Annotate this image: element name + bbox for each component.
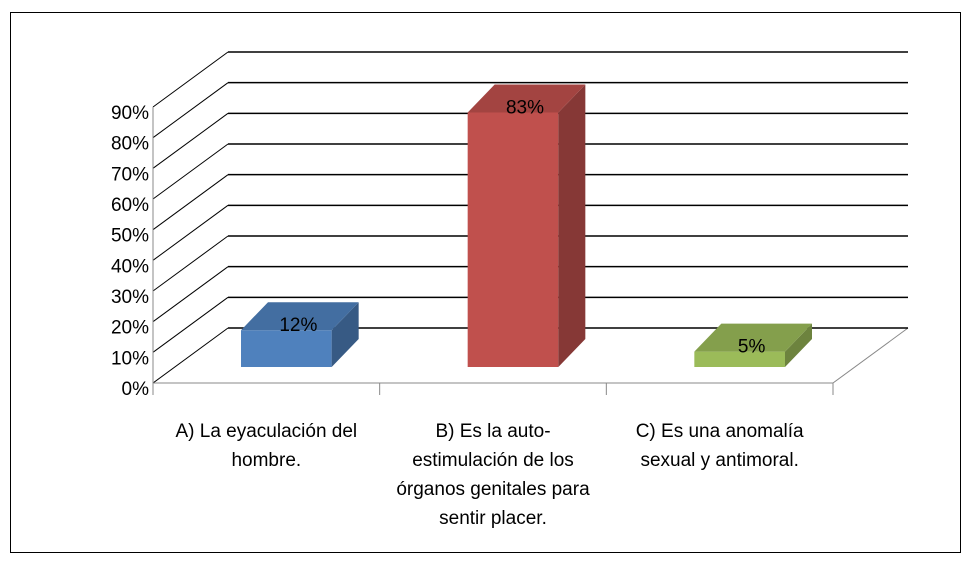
grid-line [152,82,229,139]
bar-front [694,351,785,367]
bar-front [241,330,332,367]
floor-right-edge [832,327,909,384]
grid-line [152,266,229,323]
y-tick-label: 30% [111,287,149,308]
y-tick-label: 20% [111,318,149,339]
data-label: 5% [738,337,766,358]
x-tick-label: A) La eyaculación del hombre. [175,421,358,471]
grid-line [152,174,229,231]
bar-top [694,323,812,352]
y-tick-label: 50% [111,226,149,247]
grid-line [152,327,229,384]
y-tick-label: 80% [111,134,149,155]
y-tick-label: 60% [111,195,149,216]
grid-line [152,235,229,292]
bar-top [241,302,359,331]
bar-top [467,84,586,113]
bar-front [467,112,559,367]
x-tick-label: C) Es una anomalía sexual y antimoral. [635,421,804,471]
bar-side [331,302,359,367]
data-label: 12% [279,315,317,336]
data-label: 83% [506,97,544,118]
grid-line [152,112,229,169]
grid-line [152,143,229,200]
bar-side [558,84,586,367]
y-tick-label: 70% [111,164,149,185]
y-tick-label: 90% [111,103,149,124]
grid-line [152,296,229,353]
y-tick-label: 40% [111,256,149,277]
bar-side [785,323,812,367]
y-tick-label: 0% [122,379,150,400]
grid-line [152,51,229,108]
x-tick-label: B) Es la auto-estimulación de los órgano… [396,421,590,529]
grid-line [152,204,229,261]
y-tick-label: 10% [111,348,149,369]
